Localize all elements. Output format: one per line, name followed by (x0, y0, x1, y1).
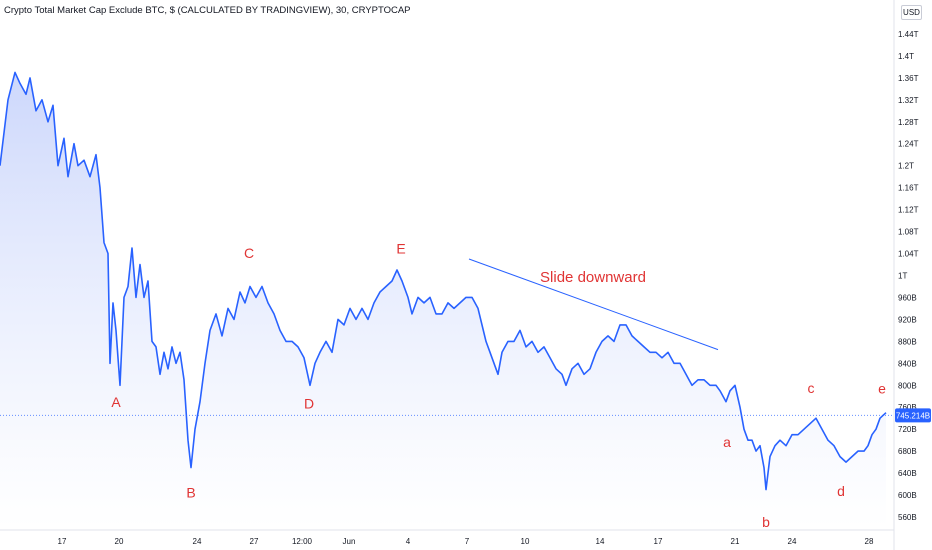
wave-label-e: e (878, 381, 886, 397)
wave-label-E: E (396, 241, 405, 257)
wave-label-C: C (244, 245, 254, 261)
y-tick-label: 680B (898, 447, 917, 456)
y-tick-label: 600B (898, 491, 917, 500)
price-line (0, 71, 887, 491)
wave-label-D: D (304, 395, 314, 411)
y-tick-label: 1.24T (898, 140, 919, 149)
x-tick-label: 20 (115, 537, 124, 546)
wave-label-a: a (723, 434, 731, 450)
y-tick-label: 1T (898, 271, 907, 280)
x-tick-label: 17 (654, 537, 663, 546)
price-tag-label: 745.214B (896, 411, 930, 420)
annotation-slide-downward: Slide downward (540, 269, 646, 286)
y-tick-label: 1.12T (898, 206, 919, 215)
trendline-layer (468, 258, 719, 351)
area-fill-layer (0, 72, 886, 529)
wave-label-B: B (186, 484, 195, 500)
x-tick-label: 27 (250, 537, 259, 546)
wave-label-c: c (808, 380, 815, 396)
trendline (468, 258, 719, 351)
x-tick-label: 24 (788, 537, 797, 546)
y-tick-label: 1.32T (898, 96, 919, 105)
y-tick-label: 1.16T (898, 184, 919, 193)
area-fill (0, 72, 886, 529)
y-tick-label: 1.2T (898, 162, 914, 171)
y-tick-label: 1.08T (898, 228, 919, 237)
x-tick-label: 28 (865, 537, 874, 546)
y-tick-label: 1.4T (898, 52, 914, 61)
wave-label-b: b (762, 514, 770, 530)
price-line-layer (0, 71, 887, 491)
x-tick-label: 24 (193, 537, 202, 546)
y-tick-label: 960B (898, 293, 917, 302)
y-tick-label: 1.36T (898, 74, 919, 83)
x-axis[interactable]: 17 20 24 27 12:00 Jun 4 7 10 14 17 21 24 28 (0, 529, 894, 546)
x-tick-label: 10 (521, 537, 530, 546)
y-tick-label: 640B (898, 469, 917, 478)
y-tick-label: 1.44T (898, 30, 919, 39)
wave-label-d: d (837, 483, 845, 499)
wave-label-A: A (111, 394, 121, 410)
wave-label-layer: Slide downward A B C D Ea b c d e (111, 241, 886, 530)
chart-title: Crypto Total Market Cap Exclude BTC, $ (… (4, 5, 411, 16)
y-tick-label: 1.28T (898, 118, 919, 127)
x-tick-label: 17 (58, 537, 67, 546)
y-tick-label: 840B (898, 359, 917, 368)
x-tick-label: 4 (406, 537, 411, 546)
x-tick-label: 14 (596, 537, 605, 546)
x-tick-label: 7 (465, 537, 470, 546)
x-tick-label: 12:00 (292, 537, 313, 546)
y-tick-label: 920B (898, 315, 917, 324)
y-tick-label: 560B (898, 513, 917, 522)
y-tick-label: 1.04T (898, 250, 919, 259)
y-tick-label: 720B (898, 425, 917, 434)
price-tag-layer: 745.214B (895, 408, 931, 423)
y-tick-label: 760B (898, 403, 917, 412)
currency-badge[interactable]: USD (901, 5, 922, 20)
y-tick-label: 800B (898, 381, 917, 390)
x-tick-label: 21 (731, 537, 740, 546)
y-tick-label: 880B (898, 337, 917, 346)
price-tag-box (895, 408, 931, 423)
y-axis[interactable]: 1.44T 1.4T 1.36T 1.32T 1.28T 1.24T 1.2T 1.16T 1.… (893, 0, 919, 550)
x-tick-label: Jun (343, 537, 356, 546)
